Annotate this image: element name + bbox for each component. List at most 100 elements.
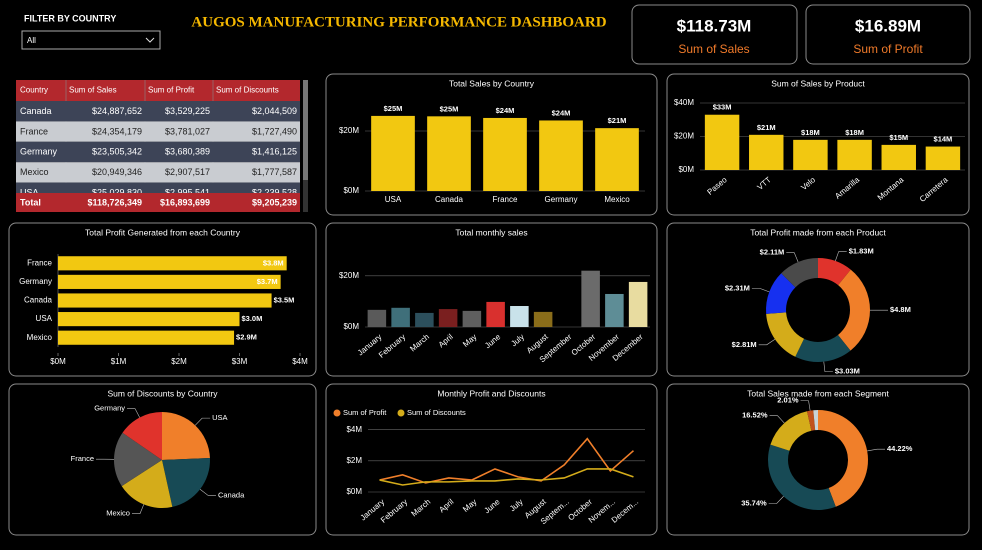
scrollbar-thumb[interactable] bbox=[303, 80, 308, 180]
y-tick-label: $0M bbox=[678, 165, 694, 174]
table-cell: $24,354,179 bbox=[92, 126, 142, 136]
table-total-cell: Total bbox=[20, 197, 41, 207]
table-cell: $3,781,027 bbox=[165, 126, 210, 136]
bar bbox=[595, 128, 639, 191]
data-label: Canada bbox=[218, 490, 245, 499]
legend-swatch bbox=[333, 409, 341, 417]
leader-line bbox=[758, 338, 776, 346]
y-tick-label: $20M bbox=[674, 132, 694, 141]
bar bbox=[427, 116, 471, 191]
donut-slice bbox=[765, 273, 796, 314]
kpi-label: Sum of Sales bbox=[678, 42, 749, 56]
bar bbox=[510, 306, 529, 327]
leader-line bbox=[867, 448, 886, 452]
data-label: $3.7M bbox=[257, 277, 278, 286]
chart-title: Total Sales made from each Segment bbox=[747, 388, 889, 398]
leader-line bbox=[835, 251, 847, 262]
bar bbox=[58, 274, 281, 289]
bar bbox=[533, 311, 553, 327]
bar bbox=[415, 312, 434, 327]
leader-line bbox=[768, 496, 784, 504]
data-label: $33M bbox=[713, 103, 732, 112]
data-label: $3.03M bbox=[835, 367, 860, 376]
bar bbox=[58, 312, 240, 327]
chart-title: Total Profit made from each Product bbox=[750, 227, 886, 237]
chart-panel bbox=[666, 222, 970, 377]
y-tick-label: France bbox=[27, 258, 52, 267]
column-header: Sum of Profit bbox=[148, 86, 195, 95]
data-label: $21M bbox=[608, 116, 627, 125]
data-label: $15M bbox=[889, 133, 908, 142]
x-tick-label: $3M bbox=[232, 357, 248, 366]
y-tick-label: USA bbox=[36, 314, 53, 323]
pie-slice bbox=[121, 460, 173, 508]
table-cell: $1,777,587 bbox=[252, 167, 297, 177]
y-tick-label: Mexico bbox=[27, 333, 53, 342]
leader-line bbox=[131, 504, 145, 514]
y-tick-label: $20M bbox=[339, 271, 359, 280]
table-cell: $1,416,125 bbox=[252, 147, 297, 157]
data-label: Mexico bbox=[106, 509, 130, 518]
kpi-value: $16.89M bbox=[855, 16, 921, 35]
filter-label: FILTER BY COUNTRY bbox=[24, 13, 116, 23]
bar bbox=[749, 134, 784, 170]
table-cell: $24,887,652 bbox=[92, 106, 142, 116]
x-tick-label: $4M bbox=[292, 357, 308, 366]
pie-slice bbox=[122, 412, 162, 460]
dropdown-chevron bbox=[145, 37, 155, 43]
data-label: 44.22% bbox=[887, 444, 913, 453]
column-header: Country bbox=[20, 86, 48, 95]
data-label: $3.8M bbox=[263, 258, 284, 267]
bar bbox=[371, 115, 415, 191]
x-tick-label: France bbox=[493, 195, 518, 204]
column-header: Sum of Sales bbox=[69, 86, 117, 95]
chart-title: Total Sales by Country bbox=[449, 78, 535, 88]
dashboard-title: AUGOS MANUFACTURING PERFORMANCE DASHBOAR… bbox=[191, 14, 606, 30]
table-row bbox=[16, 121, 300, 142]
table-cell: $2,044,509 bbox=[252, 106, 297, 116]
data-label: 2.01% bbox=[777, 396, 799, 405]
kpi-card bbox=[631, 4, 798, 65]
leader-line bbox=[823, 361, 833, 372]
table-row bbox=[16, 162, 300, 183]
kpi-card bbox=[805, 4, 971, 65]
bar bbox=[58, 256, 287, 271]
bar bbox=[391, 307, 410, 327]
donut-slice bbox=[766, 312, 805, 357]
leader-line bbox=[786, 252, 799, 263]
donut-slice bbox=[768, 444, 836, 510]
table-cell: $23,505,342 bbox=[92, 147, 142, 157]
legend-label: Sum of Profit bbox=[343, 408, 387, 417]
leader-line bbox=[769, 415, 785, 424]
data-label: 35.74% bbox=[741, 498, 767, 507]
data-label: $2.81M bbox=[732, 340, 757, 349]
table-cell: $2,995,541 bbox=[165, 187, 210, 197]
chart-title: Total Profit Generated from each Country bbox=[85, 227, 241, 237]
bar bbox=[462, 310, 482, 327]
table-total-cell: $16,893,699 bbox=[160, 197, 210, 207]
bar bbox=[581, 270, 600, 327]
bar bbox=[881, 144, 916, 170]
dropdown[interactable] bbox=[21, 30, 161, 50]
donut-slice bbox=[795, 334, 851, 362]
table-cell: $2,907,517 bbox=[165, 167, 210, 177]
y-tick-label: $4M bbox=[346, 425, 362, 434]
leader-line bbox=[195, 417, 211, 426]
bar bbox=[483, 117, 527, 191]
chart-panel bbox=[666, 383, 970, 536]
y-tick-label: $20M bbox=[339, 126, 359, 135]
kpi-label: Sum of Profit bbox=[853, 42, 923, 56]
table-cell: Mexico bbox=[20, 167, 49, 177]
y-tick-label: Canada bbox=[24, 296, 53, 305]
data-label: Germany bbox=[94, 404, 125, 413]
chart-panel bbox=[325, 222, 658, 377]
bar bbox=[438, 309, 458, 327]
x-tick-label: Canada bbox=[435, 195, 464, 204]
table-cell: $2,239,528 bbox=[252, 187, 297, 197]
data-label: $24M bbox=[552, 108, 571, 117]
table-cell: $25,029,830 bbox=[92, 187, 142, 197]
bar bbox=[539, 120, 583, 191]
donut-slice bbox=[818, 258, 851, 286]
dropdown-value[interactable]: All bbox=[27, 36, 36, 45]
